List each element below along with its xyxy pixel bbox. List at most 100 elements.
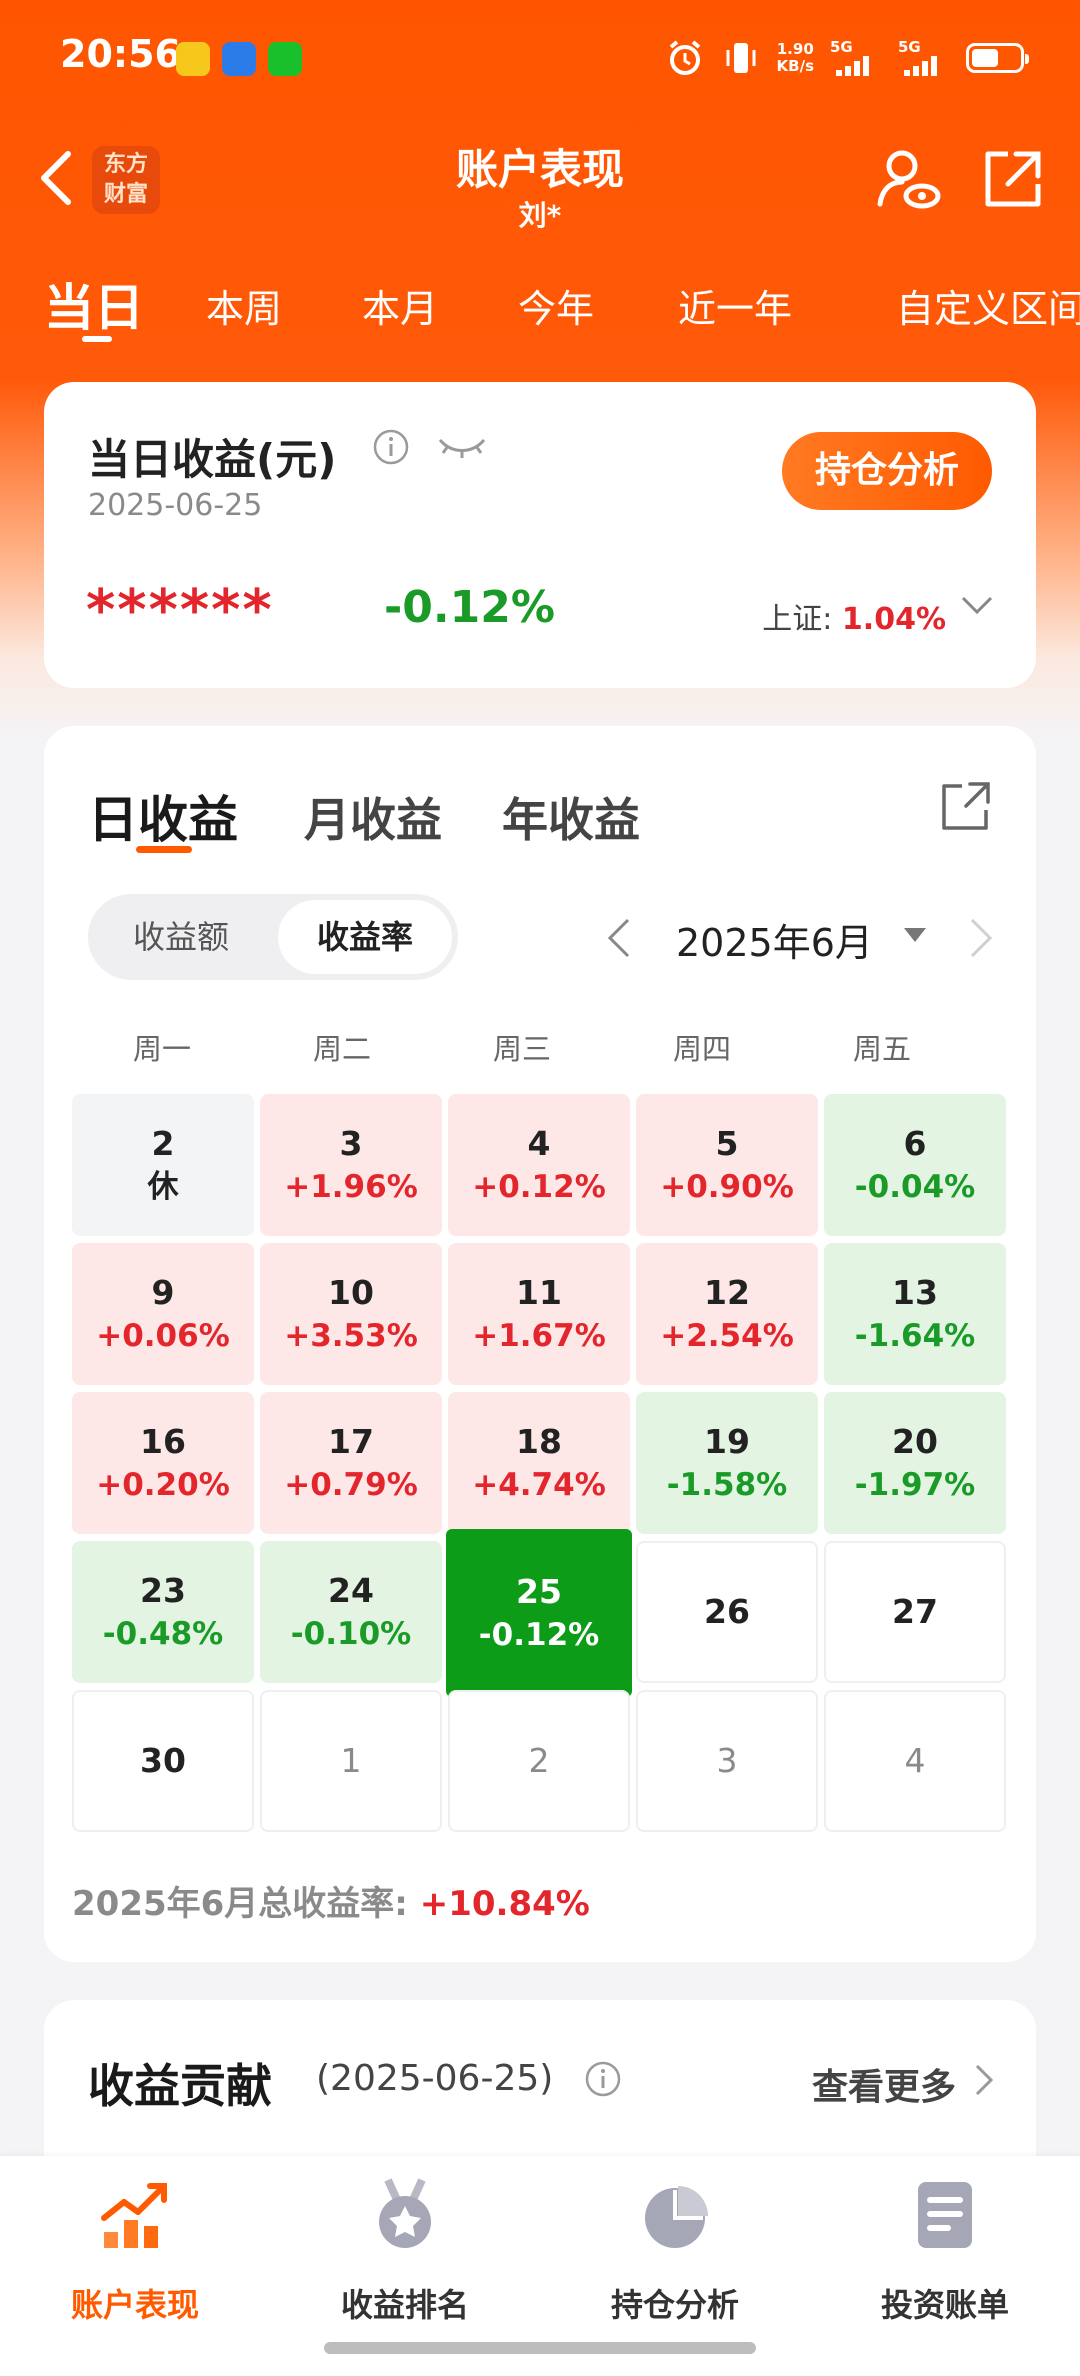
- calendar-day-cell[interactable]: 4: [824, 1690, 1006, 1832]
- caret-down-icon[interactable]: [902, 926, 928, 944]
- weekday-header: 周二: [312, 1032, 371, 1066]
- calendar-day-cell[interactable]: 3 +1.96%: [260, 1094, 442, 1236]
- monthly-total-value: +10.84%: [419, 1884, 590, 1924]
- calendar-day-cell[interactable]: 30: [72, 1690, 254, 1832]
- weekday-header: 周四: [672, 1032, 731, 1066]
- calendar-day-cell[interactable]: 18 +4.74%: [448, 1392, 630, 1534]
- medal-icon: [379, 2178, 431, 2248]
- calendar-day-cell[interactable]: 19 -1.58%: [636, 1392, 818, 1534]
- tab-this-year[interactable]: 今年: [518, 287, 595, 331]
- calendar-day-cell[interactable]: 11 +1.67%: [448, 1243, 630, 1385]
- index-comparison[interactable]: 上证: 1.04%: [762, 602, 946, 637]
- app-logo: 东方 财富: [92, 146, 160, 214]
- calendar-day-rate: 休: [147, 1169, 179, 1205]
- share-icon[interactable]: [938, 778, 994, 834]
- calendar-day-cell[interactable]: 25 -0.12%: [446, 1529, 632, 1697]
- calendar-day-number: 4: [527, 1124, 551, 1163]
- share-icon[interactable]: [978, 146, 1046, 214]
- calendar-day-cell[interactable]: 23 -0.48%: [72, 1541, 254, 1683]
- info-icon[interactable]: [372, 428, 410, 466]
- calendar-day-number: 20: [892, 1422, 938, 1461]
- calendar-day-rate: -1.58%: [666, 1467, 788, 1503]
- calendar-day-number: 12: [704, 1273, 750, 1312]
- tab-monthly-returns[interactable]: 月收益: [304, 793, 442, 847]
- calendar-day-number: 26: [704, 1592, 750, 1631]
- nav-holding-analysis[interactable]: 持仓分析: [540, 2176, 810, 2326]
- chevron-right-icon[interactable]: [972, 2062, 996, 2098]
- calendar-day-rate: -1.97%: [854, 1467, 976, 1503]
- view-more-link[interactable]: 查看更多: [811, 2067, 956, 2108]
- calendar-day-number: 11: [516, 1273, 562, 1312]
- monthly-total-return: 2025年6月总收益率: +10.84%: [72, 1884, 590, 1924]
- chevron-right-icon[interactable]: [966, 916, 996, 960]
- tab-last-year[interactable]: 近一年: [678, 287, 793, 331]
- eye-closed-icon[interactable]: [436, 432, 488, 462]
- calendar-day-cell[interactable]: 17 +0.79%: [260, 1392, 442, 1534]
- calendar-day-cell[interactable]: 24 -0.10%: [260, 1541, 442, 1683]
- chevron-left-icon[interactable]: [604, 916, 634, 960]
- tab-today[interactable]: 当日: [44, 279, 144, 337]
- calendar-grid: 2 休 3 +1.96% 4 +0.12% 5 +0.90% 6 -0.04% 9 +0.06% 10 +…: [72, 1094, 1008, 1834]
- calendar-day-rate: +1.67%: [472, 1318, 606, 1354]
- calendar-day-cell[interactable]: 16 +0.20%: [72, 1392, 254, 1534]
- calendar-day-cell[interactable]: 4 +0.12%: [448, 1094, 630, 1236]
- weekday-header: 周一: [132, 1032, 191, 1066]
- info-icon[interactable]: [584, 2060, 622, 2098]
- calendar-day-rate: +0.12%: [472, 1169, 606, 1205]
- nav-account-performance[interactable]: 账户表现: [0, 2176, 270, 2326]
- calendar-day-cell[interactable]: 9 +0.06%: [72, 1243, 254, 1385]
- returns-calendar-card: 日收益 月收益 年收益 收益额 收益率 2025年6月 周一 周二 周三 周四 …: [44, 726, 1036, 1962]
- calendar-day-cell[interactable]: 1: [260, 1690, 442, 1832]
- tab-yearly-returns[interactable]: 年收益: [502, 793, 640, 847]
- tab-this-week[interactable]: 本周: [206, 287, 283, 331]
- tab-this-month[interactable]: 本月: [362, 287, 439, 331]
- calendar-day-number: 18: [516, 1422, 562, 1461]
- segment-profit-amount[interactable]: 收益额: [132, 918, 229, 956]
- calendar-day-cell[interactable]: 5 +0.90%: [636, 1094, 818, 1236]
- tab-custom-range[interactable]: 自定义区间: [896, 287, 1080, 331]
- month-selector[interactable]: 2025年6月: [676, 921, 873, 965]
- nav-profit-ranking[interactable]: 收益排名: [270, 2176, 540, 2326]
- status-time: 20:56: [60, 32, 181, 76]
- calendar-day-rate: +2.54%: [660, 1318, 794, 1354]
- segment-profit-rate[interactable]: 收益率: [278, 900, 452, 974]
- page-title: 账户表现: [455, 145, 624, 194]
- user-privacy-icon[interactable]: [874, 146, 942, 214]
- calendar-day-cell[interactable]: 13 -1.64%: [824, 1243, 1006, 1385]
- calendar-day-number: 30: [140, 1741, 186, 1780]
- calendar-day-cell[interactable]: 6 -0.04%: [824, 1094, 1006, 1236]
- nav-investment-bill[interactable]: 投资账单: [810, 2176, 1080, 2326]
- notification-app-icon: [222, 42, 256, 76]
- calendar-day-number: 27: [892, 1592, 938, 1631]
- back-icon[interactable]: [36, 148, 76, 208]
- chevron-down-icon[interactable]: [960, 594, 994, 618]
- calendar-day-rate: -0.12%: [478, 1617, 600, 1653]
- bottom-navigation: 账户表现 收益排名 持仓分析 投资账单: [0, 2156, 1080, 2376]
- calendar-day-cell[interactable]: 10 +3.53%: [260, 1243, 442, 1385]
- calendar-day-rate: -0.48%: [102, 1616, 224, 1652]
- period-tabs: 当日 本周 本月 今年 近一年 自定义区间: [0, 268, 1080, 348]
- calendar-day-cell[interactable]: 12 +2.54%: [636, 1243, 818, 1385]
- calendar-day-rate: +0.06%: [96, 1318, 230, 1354]
- home-indicator[interactable]: [324, 2342, 756, 2354]
- calendar-day-number: 3: [716, 1741, 738, 1780]
- calendar-day-number: 13: [892, 1273, 938, 1312]
- daily-profit-title: 当日收益(元): [88, 435, 337, 484]
- contribution-date: (2025-06-25): [316, 2058, 554, 2099]
- calendar-day-cell[interactable]: 2: [448, 1690, 630, 1832]
- holding-analysis-button[interactable]: 持仓分析: [782, 432, 992, 510]
- calendar-day-cell[interactable]: 27: [824, 1541, 1006, 1683]
- calendar-day-cell[interactable]: 26: [636, 1541, 818, 1683]
- calendar-day-number: 9: [151, 1273, 175, 1312]
- calendar-day-rate: +3.53%: [284, 1318, 418, 1354]
- wechat-icon: [268, 42, 302, 76]
- calendar-day-cell[interactable]: 20 -1.97%: [824, 1392, 1006, 1534]
- calendar-day-number: 23: [140, 1571, 186, 1610]
- vibrate-icon: [726, 43, 756, 73]
- calendar-day-rate: -0.10%: [290, 1616, 412, 1652]
- tab-daily-returns[interactable]: 日收益: [88, 791, 238, 849]
- calendar-day-cell[interactable]: 3: [636, 1690, 818, 1832]
- trend-chart-icon: [101, 2183, 167, 2248]
- hidden-profit-amount: ******: [86, 578, 274, 643]
